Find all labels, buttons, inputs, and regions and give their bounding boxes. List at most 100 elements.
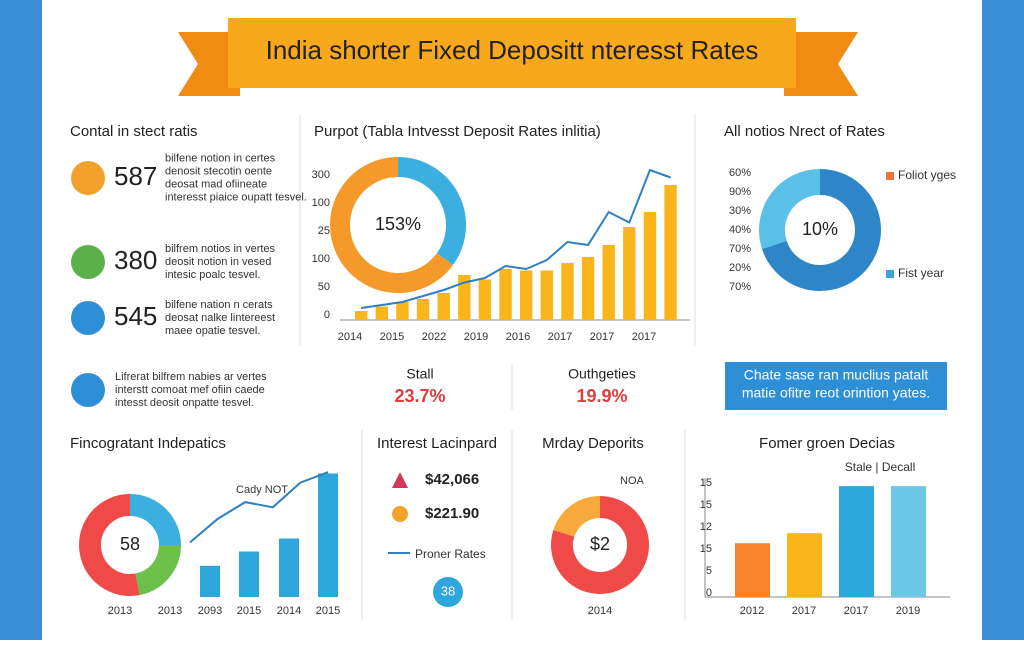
x-tick-label: 2017 (590, 331, 614, 343)
description: Lifrerat bilfrem nabies ar vertes (115, 371, 267, 383)
y-tick-label: 30% (729, 205, 751, 217)
badge-label: 38 (441, 583, 455, 598)
bar (200, 565, 220, 597)
legend-label: Fist year (898, 266, 944, 280)
donut-label: 153% (375, 214, 421, 234)
stat-value: 545 (114, 301, 157, 331)
donut-label: 10% (802, 219, 838, 239)
description: deosat mad ofiineate (165, 178, 267, 190)
y-tick-label: 70% (729, 243, 751, 255)
panel-title: Interest Lacinpard (377, 435, 497, 452)
donut-segment (397, 157, 466, 265)
bar (375, 306, 388, 320)
bar (540, 270, 553, 320)
bar (355, 311, 368, 320)
bar (458, 275, 471, 320)
annotation: Cady NOT (236, 484, 288, 496)
note-text: matie ofitre reot orintion yates. (742, 385, 930, 401)
bar (416, 299, 430, 320)
donut-segment (759, 169, 821, 249)
x-tick-label: 2017 (792, 605, 816, 617)
y-tick-label: 25 (318, 225, 330, 237)
y-tick-label: 15 (700, 499, 712, 511)
description: maee opatie tesvel. (165, 325, 260, 337)
y-tick-label: 0 (706, 587, 712, 599)
bar (520, 270, 533, 320)
bar (839, 486, 874, 597)
donut-label: $2 (590, 534, 610, 554)
bar (664, 185, 677, 320)
description: intesic poalc tesvel. (165, 269, 260, 281)
donut-segment (134, 544, 181, 596)
panel-title: All notios Nrect of Rates (724, 123, 885, 140)
amount: $42,066 (425, 471, 479, 488)
x-tick-label: 2014 (338, 331, 362, 343)
line (361, 168, 671, 309)
x-tick-label: 2013 (108, 605, 132, 617)
stat-value: 19.9% (576, 386, 627, 406)
side-band (0, 0, 42, 640)
side-band (982, 0, 1024, 640)
y-tick-label: 50 (318, 281, 330, 293)
y-tick-label: 300 (312, 169, 330, 181)
description: intesst deosit onpatte tesvel. (115, 397, 254, 409)
note-text: Chate sase ran muclius patalt (744, 367, 929, 383)
x-tick-label: 2022 (422, 331, 446, 343)
stat-label: Outhgeties (568, 366, 636, 382)
description: deosit notion in vesed (165, 256, 271, 268)
subtitle: Stale | Decall (845, 460, 915, 474)
description: interesst piaice oupatt tesvel. (165, 191, 307, 203)
panel-title: Fomer groen Decias (759, 435, 895, 452)
icon (392, 506, 408, 522)
panel-title: Fincogratant Indepatics (70, 435, 226, 452)
y-tick-label: 70% (729, 281, 751, 293)
panel-title: Purpot (Tabla Intvesst Deposit Rates inl… (314, 123, 601, 140)
bar (478, 279, 492, 320)
donut-segment (79, 494, 140, 596)
badge (433, 577, 463, 607)
bar (279, 538, 299, 597)
bar (561, 263, 574, 320)
description: bilfrem notios in vertes (165, 243, 276, 255)
bar (318, 473, 338, 597)
stat-value: 587 (114, 161, 157, 191)
stat-value: 23.7% (394, 386, 445, 406)
title: India shorter Fixed Depositt nteresst Ra… (266, 35, 759, 65)
panel-title: Contal in stect ratis (70, 123, 198, 140)
ribbon (228, 18, 796, 88)
line (189, 471, 329, 544)
annotation: NOA (620, 475, 645, 487)
icon (71, 373, 105, 407)
description: denosit stecotin oente (165, 165, 272, 177)
description: bilfene nation n cerats (165, 299, 273, 311)
legend-swatch (886, 270, 894, 278)
donut-bg (350, 177, 446, 273)
description: interstt comoat mef ofiin caede (115, 384, 265, 396)
ribbon-end (784, 32, 858, 96)
donut-segment (330, 157, 454, 293)
y-tick-label: 40% (729, 224, 751, 236)
icon (71, 245, 105, 279)
x-tick-label: 2015 (380, 331, 404, 343)
y-tick-label: 20% (729, 262, 751, 274)
legend-label: Proner Rates (415, 547, 486, 561)
y-tick-label: 100 (312, 253, 330, 265)
ribbon-end (178, 32, 240, 96)
bar (735, 543, 770, 597)
y-tick-label: 100 (312, 197, 330, 209)
x-tick-label: 2017 (844, 605, 868, 617)
bar (891, 486, 926, 597)
amount: $221.90 (425, 505, 479, 522)
x-tick-label: 2016 (506, 331, 530, 343)
icon (71, 161, 105, 195)
icon (71, 301, 105, 335)
bar (602, 245, 615, 320)
y-tick-label: 0 (324, 309, 330, 321)
y-tick-label: 60% (729, 167, 751, 179)
stat-label: Stall (406, 366, 433, 382)
y-tick-label: 15 (700, 477, 712, 489)
x-tick-label: 2014 (277, 605, 301, 617)
bar (581, 257, 595, 320)
x-tick-label: 2012 (740, 605, 764, 617)
